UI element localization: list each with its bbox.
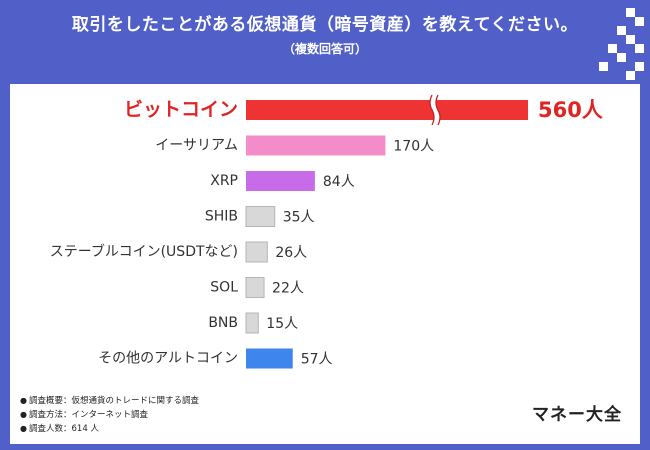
value-label: 170人 (393, 139, 434, 155)
pixel-squares-decoration (564, 4, 644, 84)
bullet-icon: ● (20, 424, 27, 433)
category-label: ステーブルコイン(USDTなど) (50, 243, 238, 260)
category-label: イーサリアム (155, 138, 238, 154)
value-label: 26人 (275, 245, 307, 261)
brand-logo-text: マネー大全 (532, 405, 622, 425)
bar (246, 348, 293, 369)
value-label: 15人 (266, 316, 298, 332)
bullet-icon: ● (20, 396, 27, 405)
bar (246, 171, 315, 191)
category-label: SHIB (205, 209, 238, 225)
value-label: 22人 (272, 281, 304, 297)
bar (245, 312, 259, 334)
footnotes: ● 調査概要：仮想通貨のトレードに関する調査 ● 調査方法：インターネット調査 ● 調… (20, 394, 199, 436)
bar (245, 277, 265, 298)
value-label: 560人 (538, 98, 603, 122)
chart-card: ビットコイン 560人イーサリアム 170人 XRP 84人 SHIB 35人ステーブルコイ… (10, 84, 640, 444)
axis-break-line (429, 94, 435, 126)
category-label: その他のアルトコイン (98, 351, 238, 367)
page-subtitle: （複数回答可） (282, 42, 367, 56)
bullet-icon: ● (20, 410, 27, 419)
page-title: 取引をしたことがある仮想通貨（暗号資産）を教えてください。 (71, 15, 579, 35)
footnote-respondents: ● 調査人数：614 人 (20, 424, 99, 434)
category-label: SOL (210, 280, 238, 296)
bar (245, 241, 268, 263)
footnote-survey-method: ● 調査方法：インターネット調査 (20, 410, 149, 420)
axis-break-mark (430, 95, 440, 125)
axis-break-line (435, 94, 441, 126)
value-label: 57人 (301, 352, 333, 368)
category-label: ビットコイン (124, 99, 238, 121)
footnote-survey-overview: ● 調査概要：仮想通貨のトレードに関する調査 (20, 396, 200, 406)
value-label: 84人 (323, 174, 355, 190)
bar (245, 206, 276, 227)
bar (246, 100, 528, 120)
bar (246, 135, 386, 156)
value-label: 35人 (283, 210, 315, 226)
category-label: BNB (208, 315, 238, 331)
category-label: XRP (210, 173, 238, 189)
